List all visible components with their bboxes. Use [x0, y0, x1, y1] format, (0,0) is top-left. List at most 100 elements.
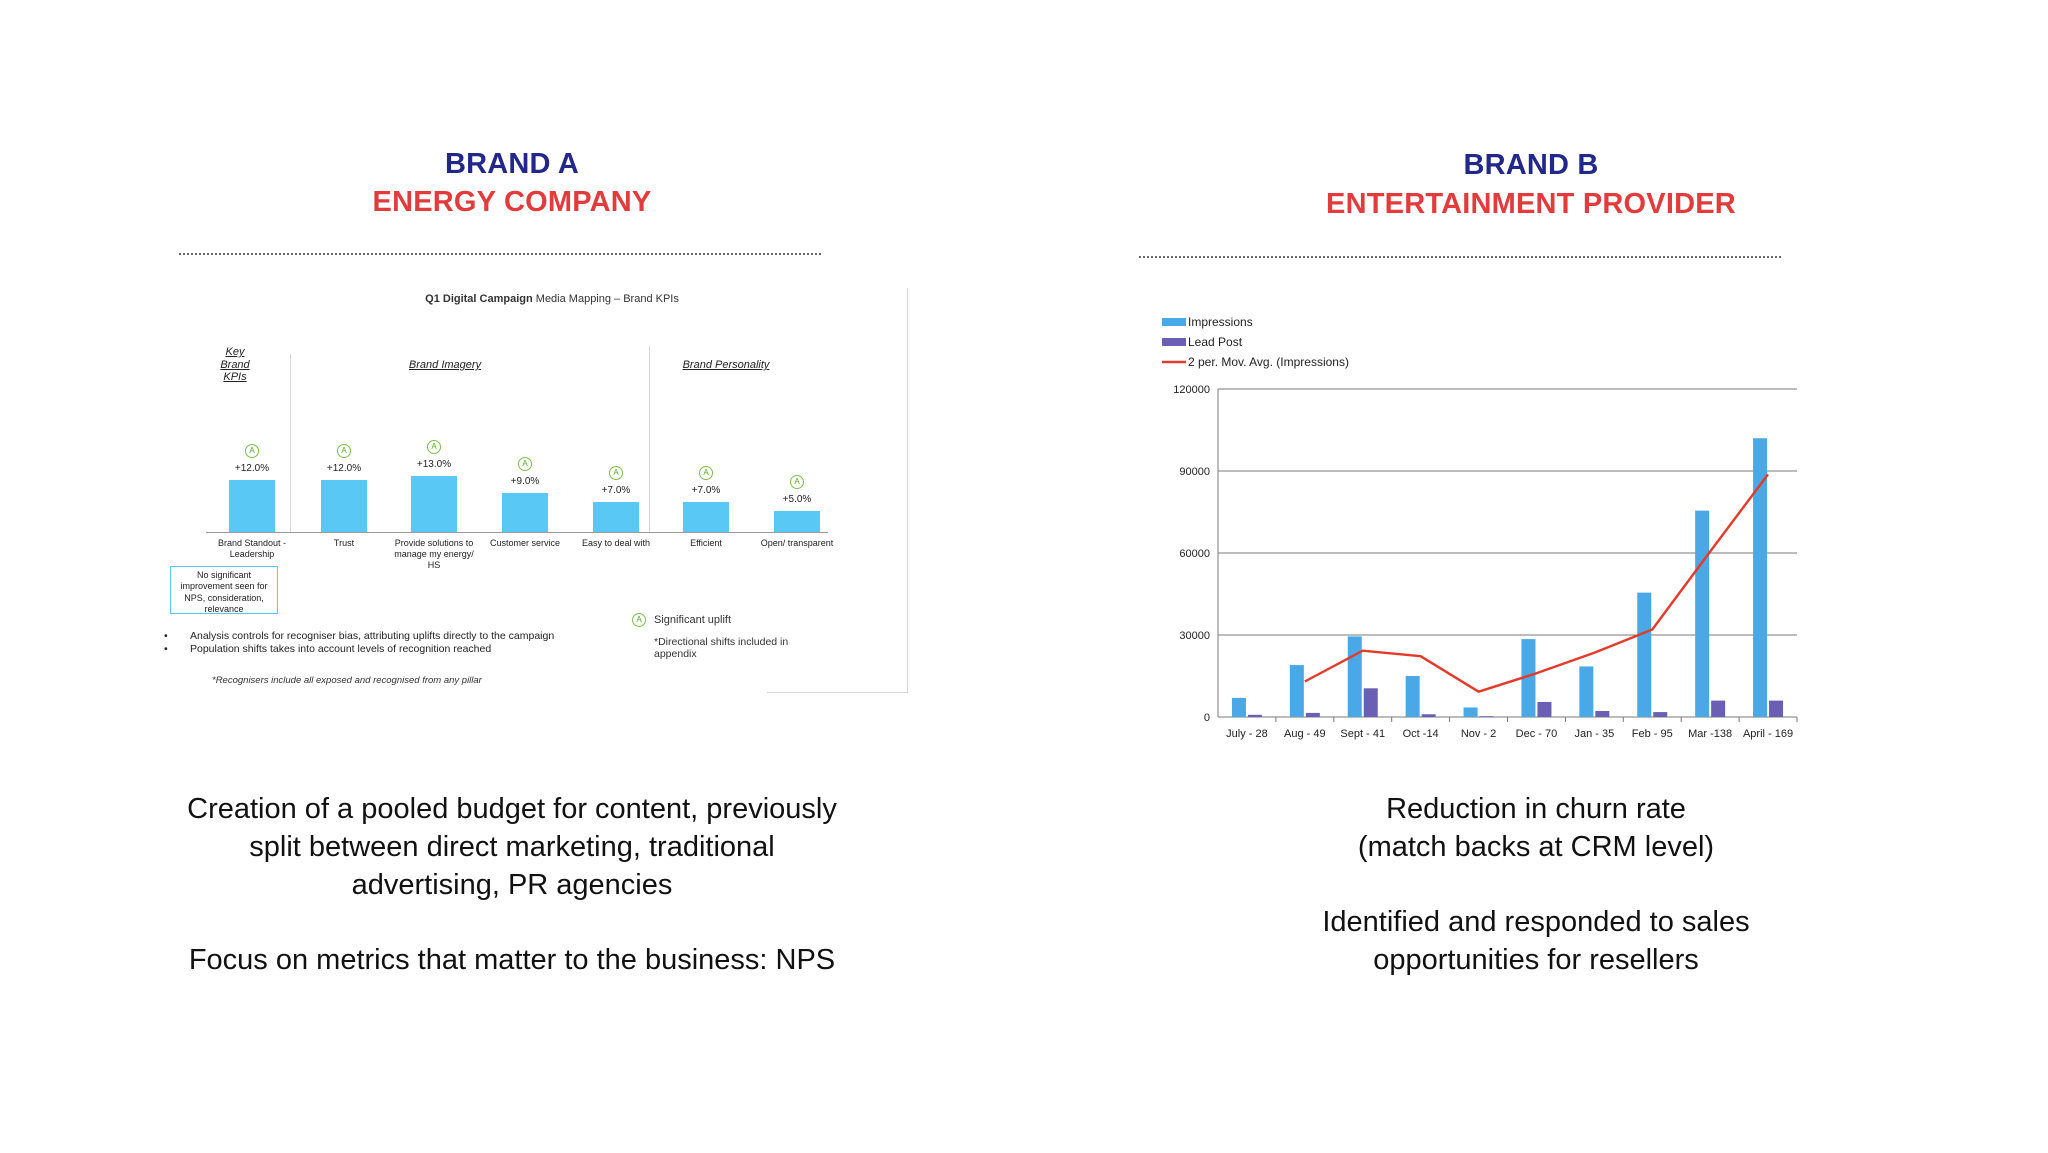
- kpi-category-label: Trust: [333, 538, 355, 548]
- brand-a-body-line-2: split between direct marketing, traditio…: [249, 831, 775, 863]
- x-tick-label: Sept - 41: [1340, 728, 1385, 740]
- brand-a-divider: [179, 253, 821, 255]
- lead-post-bar: [1479, 716, 1494, 717]
- lead-post-bar: [1769, 700, 1784, 717]
- kpi-bar: [229, 480, 275, 532]
- significant-uplift-icon: A: [790, 474, 804, 489]
- pillar-brand-imagery: Brand Imagery: [408, 359, 482, 371]
- impressions-bar: [1463, 707, 1478, 717]
- y-tick-label: 120000: [1173, 384, 1210, 396]
- inset-title-rest: Media Mapping – Brand KPIs: [532, 293, 679, 305]
- kpi-bar: [683, 501, 729, 532]
- kpi-bar: [774, 510, 820, 532]
- impressions-bar: [1695, 510, 1710, 717]
- kpi-axis: [206, 532, 828, 533]
- brand-b-subtitle: ENTERTAINMENT PROVIDER: [1326, 188, 1736, 220]
- x-tick-label: April - 169: [1743, 728, 1793, 740]
- brand-b-panel: BRAND B ENTERTAINMENT PROVIDER 0 30000 600…: [1024, 0, 2048, 1153]
- kpi-value-label: +13.0%: [416, 459, 452, 471]
- lead-post-bar: [1711, 700, 1726, 717]
- brand-b-body-line-3: Identified and responded to sales: [1322, 906, 1750, 938]
- legend-directional: *Directional shifts included in appendix: [654, 636, 789, 661]
- no-significant-note: No significant improvement seen for NPS,…: [170, 566, 278, 614]
- recognisers-footnote: *Recognisers include all exposed and rec…: [212, 675, 482, 686]
- bullet-mark-2: •: [164, 643, 168, 655]
- significant-uplift-icon: A: [518, 457, 532, 472]
- x-tick-label: Dec - 70: [1516, 728, 1558, 740]
- impressions-bar: [1231, 697, 1246, 717]
- bullet-mark-1: •: [164, 630, 168, 642]
- brand-a-subtitle: ENERGY COMPANY: [372, 186, 652, 218]
- kpi-category-label: Easy to deal with: [581, 538, 651, 548]
- x-tick-label: Mar -138: [1688, 728, 1732, 740]
- y-tick-label: 90000: [1179, 466, 1210, 478]
- lead-post-bar: [1653, 712, 1668, 717]
- brand-a-kpi-inset: Q1 Digital Campaign Media Mapping – Bran…: [164, 288, 908, 700]
- inset-title-bold: Q1 Digital Campaign: [425, 293, 533, 305]
- kpi-bar: [411, 476, 457, 532]
- inset-title: Q1 Digital Campaign Media Mapping – Bran…: [196, 293, 908, 306]
- legend-label: Lead Post: [1188, 335, 1243, 349]
- lead-post-bar: [1305, 712, 1320, 717]
- lead-post-bar: [1421, 714, 1436, 717]
- x-tick-label: Oct -14: [1403, 728, 1439, 740]
- kpi-value-label: +7.0%: [691, 484, 721, 496]
- inset-frame-bottom: [767, 692, 908, 693]
- impressions-chart: 0 30000 60000 90000 120000 July - 28 Aug - 49 S…: [1162, 315, 1798, 740]
- pillar-separator-2: [649, 346, 650, 532]
- impressions-bar: [1347, 636, 1362, 717]
- significant-uplift-icon: A: [427, 440, 441, 455]
- brand-b-name: BRAND B: [1463, 149, 1599, 181]
- significant-uplift-icon: A: [699, 465, 713, 480]
- lead-post-bar: [1247, 714, 1262, 717]
- kpi-category-label: Brand Standout - Leadership: [217, 538, 287, 559]
- brand-a-panel: BRAND A ENERGY COMPANY Q1 Digital Campai…: [164, 148, 908, 976]
- kpi-value-label: +12.0%: [234, 463, 270, 475]
- x-tick-label: Nov - 2: [1461, 728, 1496, 740]
- kpi-value-label: +5.0%: [782, 493, 812, 505]
- moving-average-line: [1304, 473, 1769, 693]
- legend-swatch-impressions: [1162, 318, 1186, 326]
- significant-uplift-icon: A: [337, 444, 351, 459]
- impressions-bar: [1405, 676, 1420, 717]
- lead-post-bar: [1537, 701, 1552, 717]
- bullet-2: Population shifts takes into account lev…: [190, 643, 492, 655]
- impressions-bar: [1637, 592, 1652, 717]
- brand-b-body-line-1: Reduction in churn rate: [1386, 793, 1686, 825]
- kpi-category-label: Provide solutions to manage my energy/ H…: [394, 538, 474, 570]
- kpi-value-label: +9.0%: [510, 476, 540, 488]
- x-tick-label: Aug - 49: [1284, 728, 1326, 740]
- y-tick-label: 60000: [1179, 548, 1210, 560]
- kpi-value-label: +12.0%: [326, 463, 362, 475]
- impressions-bar: [1521, 639, 1536, 717]
- impressions-bar: [1579, 666, 1594, 717]
- x-tick-label: Jan - 35: [1574, 728, 1614, 740]
- significant-uplift-icon: A: [609, 465, 623, 480]
- impressions-bar: [1753, 438, 1768, 717]
- inset-frame-right: [907, 288, 908, 692]
- significant-uplift-icon: A: [632, 613, 646, 627]
- legend-swatch-lead-post: [1162, 338, 1186, 346]
- brand-a-body-line-1: Creation of a pooled budget for content,…: [187, 793, 837, 825]
- brand-a-body-line-3: advertising, PR agencies: [351, 869, 673, 901]
- pillar-key-brand-kpis: Key Brand KPIs: [220, 346, 250, 384]
- kpi-value-label: +7.0%: [601, 484, 631, 496]
- kpi-category-label: Open/ transparent: [760, 538, 834, 548]
- lead-post-bar: [1363, 688, 1378, 717]
- lead-post-bar: [1595, 710, 1610, 717]
- kpi-bar: [593, 501, 639, 532]
- pillar-brand-personality: Brand Personality: [682, 359, 770, 371]
- brand-b-body-line-4: opportunities for resellers: [1373, 944, 1699, 976]
- significant-uplift-icon: A: [245, 444, 259, 459]
- legend-label: Impressions: [1188, 315, 1253, 329]
- kpi-bar: [502, 493, 548, 532]
- kpi-category-label: Customer service: [489, 538, 561, 548]
- x-tick-label: Feb - 95: [1632, 728, 1673, 740]
- x-tick-label: July - 28: [1226, 728, 1268, 740]
- legend-significant: Significant uplift: [654, 614, 732, 626]
- kpi-bar: [321, 480, 367, 532]
- pillar-separator-1: [290, 354, 291, 532]
- legend-label: 2 per. Mov. Avg. (Impressions): [1188, 355, 1349, 369]
- kpi-category-label: Efficient: [690, 538, 722, 548]
- brand-a-body-line-4: Focus on metrics that matter to the busi…: [188, 944, 836, 976]
